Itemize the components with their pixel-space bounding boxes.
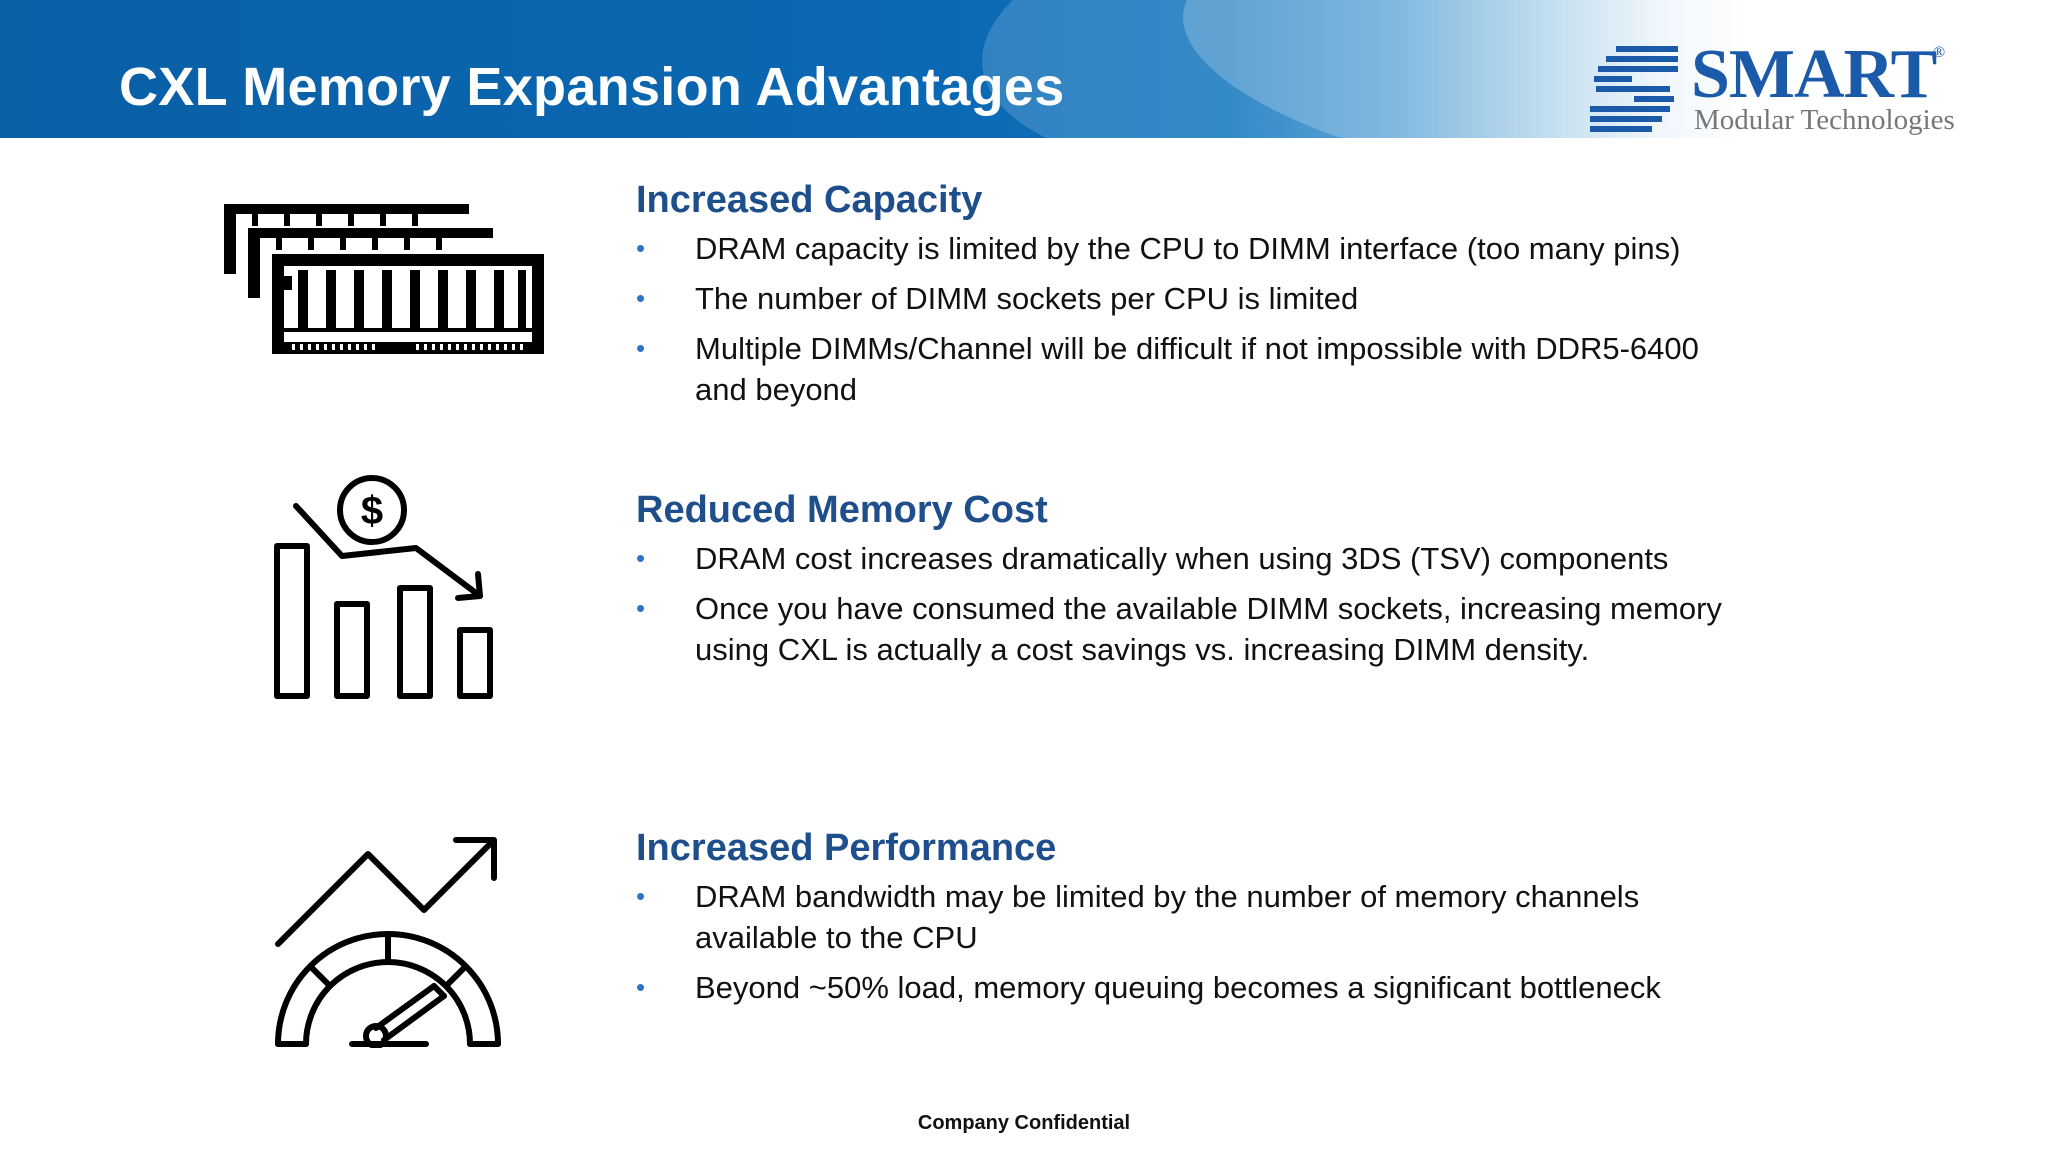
svg-text:$: $ — [361, 489, 383, 533]
bullet-item: • The number of DIMM sockets per CPU is l… — [636, 278, 1756, 319]
bullet-item: • DRAM bandwidth may be limited by the nu… — [636, 876, 1756, 958]
bullet-dot-icon: • — [636, 881, 646, 911]
bullet-item: • Once you have consumed the available DI… — [636, 588, 1756, 670]
performance-gauge-icon — [275, 837, 501, 1048]
footer-confidential: Company Confidential — [917, 1112, 1131, 1134]
registered-mark: ® — [1933, 44, 1946, 61]
section-heading: Increased Performance — [636, 827, 1057, 869]
smart-logo: SMART ® Modular Technologies — [1588, 40, 1958, 140]
bullet-dot-icon: • — [636, 233, 646, 263]
bullet-list: • DRAM bandwidth may be limited by the nu… — [636, 876, 1756, 1008]
bullet-item: • Beyond ~50% load, memory queuing become… — [636, 967, 1756, 1008]
logo-wordmark: SMART — [1691, 36, 1937, 113]
cost-decrease-chart-icon: $ — [274, 475, 493, 699]
bullet-list: • DRAM capacity is limited by the CPU to … — [636, 228, 1756, 410]
memory-modules-icon — [224, 204, 544, 354]
section-increased-capacity: Increased Capacity • DRAM capacity is lim… — [636, 176, 1756, 419]
title-banner — [0, 0, 2048, 138]
bullet-dot-icon: • — [636, 283, 646, 313]
smart-s-emblem-icon — [1590, 46, 1678, 132]
slide-title: CXL Memory Expansion Advantages — [119, 57, 1065, 117]
bullet-dot-icon: • — [636, 543, 646, 573]
bullet-dot-icon: • — [636, 333, 646, 363]
section-heading: Reduced Memory Cost — [636, 489, 1048, 531]
section-increased-performance: Increased Performance • DRAM bandwidth ma… — [636, 824, 1756, 1017]
bullet-item: • DRAM capacity is limited by the CPU to … — [636, 228, 1756, 269]
bullet-item: • Multiple DIMMs/Channel will be difficul… — [636, 328, 1756, 410]
section-reduced-memory-cost: Reduced Memory Cost • DRAM cost increases… — [636, 486, 1756, 679]
section-heading: Increased Capacity — [636, 179, 983, 221]
bullet-item: • DRAM cost increases dramatically when u… — [636, 538, 1756, 579]
bullet-dot-icon: • — [636, 972, 646, 1002]
bullet-dot-icon: • — [636, 593, 646, 623]
bullet-list: • DRAM cost increases dramatically when u… — [636, 538, 1756, 670]
logo-tagline: Modular Technologies — [1694, 104, 1955, 136]
